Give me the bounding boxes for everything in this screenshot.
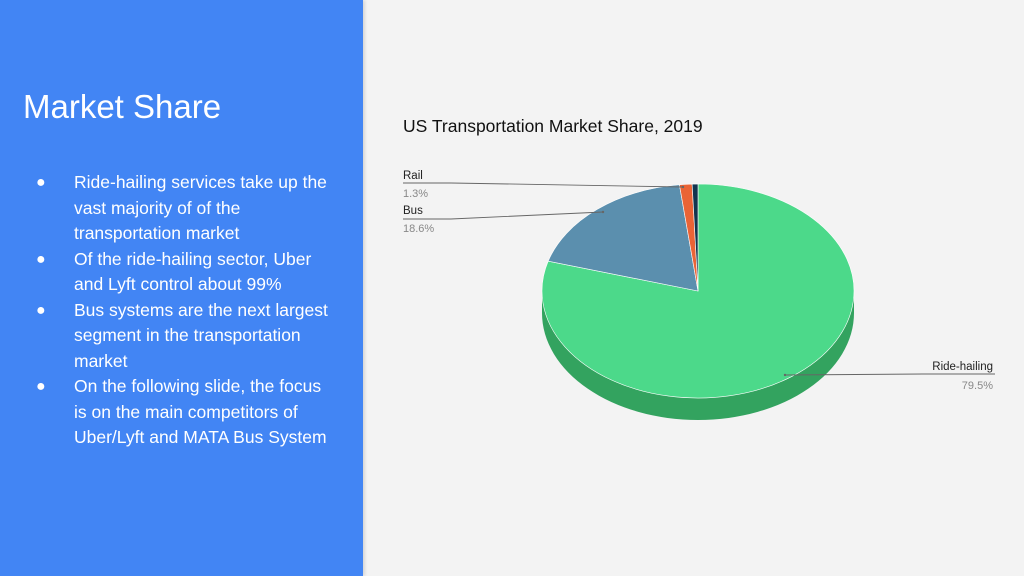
bullet-list: ● Ride-hailing services take up the vast …	[32, 170, 332, 451]
bullet-text: Ride-hailing services take up the vast m…	[74, 172, 327, 243]
bullet-text: Bus systems are the next largest segment…	[74, 299, 328, 371]
pie-slice-other	[691, 183, 699, 292]
pie-chart: US Transportation Market Share, 2019 Rai…	[403, 116, 995, 420]
pie-side-ride-hailing	[542, 291, 854, 420]
ride-hailing-value-label: 79.5%	[962, 380, 993, 392]
bullet-text: Of the ride-hailing sector, Uber and Lyf…	[74, 248, 312, 295]
pie-slices	[541, 183, 855, 399]
chart-title: US Transportation Market Share, 2019	[403, 116, 703, 136]
bus-label: Bus	[403, 205, 423, 217]
bullet-icon: ●	[36, 174, 46, 191]
rail-label: Rail	[403, 170, 423, 182]
bullet-icon: ●	[36, 250, 46, 268]
bullet-item: ● Ride-hailing services take up the vast …	[32, 170, 332, 247]
ride-hailing-leader-line	[784, 373, 995, 376]
bullet-item: ● On the following slide, the focus is on…	[32, 374, 332, 451]
ride-hailing-label: Ride-hailing	[932, 361, 993, 373]
rail-leader-dot	[681, 185, 685, 189]
rail-leader-line	[403, 182, 684, 188]
bullet-icon: ●	[36, 378, 46, 395]
bus-value-label: 18.6%	[403, 223, 434, 235]
bus-leader-line	[403, 211, 604, 220]
left-panel: Market Share ● Ride-hailing services take…	[0, 0, 363, 576]
pie-3d-side	[542, 291, 854, 420]
bullet-item: ● Bus systems are the next largest segmen…	[32, 298, 332, 375]
chart-area: US Transportation Market Share, 2019 Rai…	[363, 0, 1024, 576]
bullet-text: On the following slide, the focus is on …	[74, 376, 327, 447]
rail-value-label: 1.3%	[403, 188, 428, 200]
bullet-icon: ●	[36, 301, 46, 319]
bus-leader-dot	[601, 210, 605, 214]
ride-hailing-leader-dot	[783, 373, 787, 377]
slide-title: Market Share	[23, 88, 222, 125]
bullet-item: ● Of the ride-hailing sector, Uber and Ly…	[32, 247, 332, 298]
